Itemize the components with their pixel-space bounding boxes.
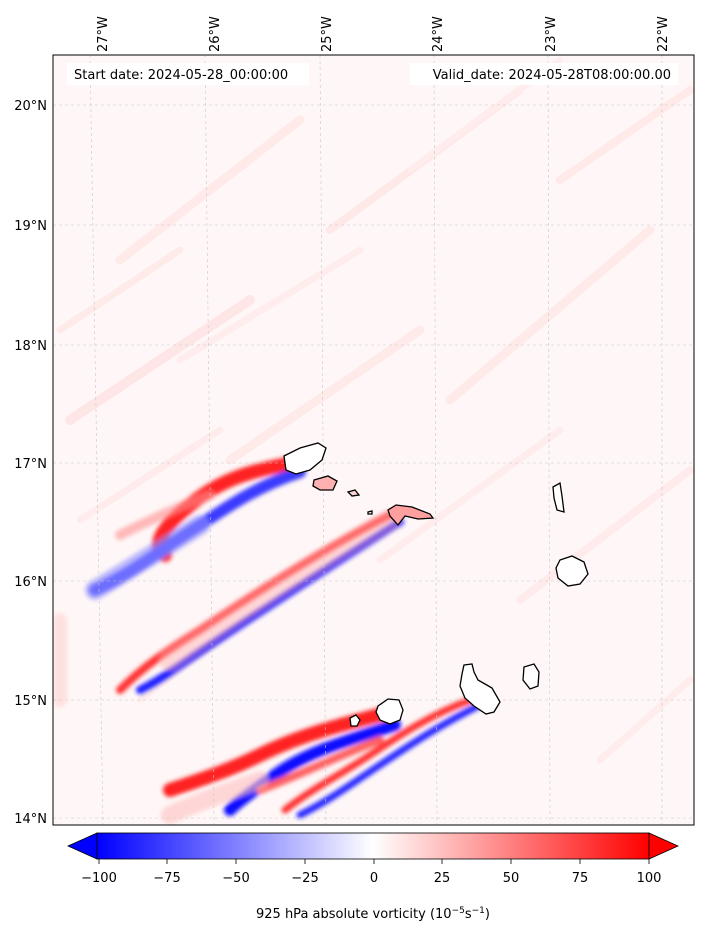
colorbar-tick-label: −50 <box>222 871 249 886</box>
island-santa-luzia <box>346 489 361 497</box>
island-santo-antao <box>283 442 327 475</box>
lat-label: 15°N <box>14 694 47 709</box>
colorbar-low-extend <box>67 832 98 860</box>
colorbar-label-exp2: −1 <box>472 906 485 916</box>
colorbar-tick-label: 50 <box>503 871 520 886</box>
colorbar-tick-labels: −100 −75 −50 −25 0 25 50 75 100 <box>81 871 661 886</box>
colorbar-tick-label: 100 <box>637 871 662 886</box>
wake-santiago-positive <box>281 696 474 814</box>
colorbar-tick-label: 25 <box>434 871 451 886</box>
colorbar: −100 −75 −50 −25 0 25 50 75 100 925 hPa … <box>67 832 679 922</box>
vorticity-field <box>53 55 694 825</box>
island-wakes <box>53 455 484 824</box>
island-fogo <box>375 698 404 725</box>
island-boa-vista <box>555 555 589 587</box>
colorbar-bar <box>96 832 650 860</box>
valid-date-text: Valid_date: 2024-05-28T08:00:00.00 <box>433 68 671 83</box>
colorbar-high-extend <box>648 832 679 860</box>
lat-label: 16°N <box>14 575 47 590</box>
colorbar-tick-label: −75 <box>153 871 180 886</box>
lat-label: 18°N <box>14 339 47 354</box>
island-ilheu <box>367 510 373 515</box>
background-streaks <box>56 57 694 764</box>
colorbar-tick-label: 75 <box>572 871 589 886</box>
colorbar-label-exp1: −5 <box>452 906 465 916</box>
colorbar-tick-label: −25 <box>291 871 318 886</box>
island-sao-nicolau <box>387 504 435 527</box>
lon-label: 26°W <box>208 16 223 52</box>
colorbar-label: 925 hPa absolute vorticity (10−5s−1) <box>256 906 490 922</box>
colorbar-label-mid: s <box>465 907 472 922</box>
lon-label: 24°W <box>431 16 446 52</box>
island-sao-vicente <box>312 475 338 491</box>
lon-label: 23°W <box>544 16 559 52</box>
longitude-labels: 27°W 26°W 25°W 24°W 23°W 22°W <box>96 16 671 52</box>
valid-date-box <box>410 63 678 85</box>
lon-label: 25°W <box>320 16 335 52</box>
island-santiago <box>459 663 501 715</box>
island-maio <box>522 663 540 690</box>
wake-south-negative <box>224 719 401 816</box>
colorbar-tick-label: 0 <box>370 871 378 886</box>
start-date-text: Start date: 2024-05-28_00:00:00 <box>74 68 288 83</box>
wake-santiago-negative <box>296 701 484 819</box>
lat-label: 14°N <box>14 812 47 827</box>
latitude-labels: 20°N 19°N 18°N 17°N 16°N 15°N 14°N <box>14 99 47 827</box>
map-gridlines <box>53 55 694 825</box>
colorbar-label-main: 925 hPa absolute vorticity (10 <box>256 907 452 922</box>
start-date-box <box>67 63 309 85</box>
lat-label: 20°N <box>14 99 47 114</box>
map-frame <box>52 54 695 826</box>
lat-label: 19°N <box>14 219 47 234</box>
lon-label: 27°W <box>96 16 111 52</box>
colorbar-ticks <box>98 859 650 864</box>
colorbar-label-end: ) <box>485 907 490 922</box>
island-brava <box>349 714 361 727</box>
island-sal <box>552 481 565 513</box>
colorbar-tick-label: −100 <box>81 871 117 886</box>
map-background <box>53 55 694 825</box>
lat-label: 17°N <box>14 457 47 472</box>
lon-label: 22°W <box>656 16 671 52</box>
coastlines <box>283 442 589 727</box>
